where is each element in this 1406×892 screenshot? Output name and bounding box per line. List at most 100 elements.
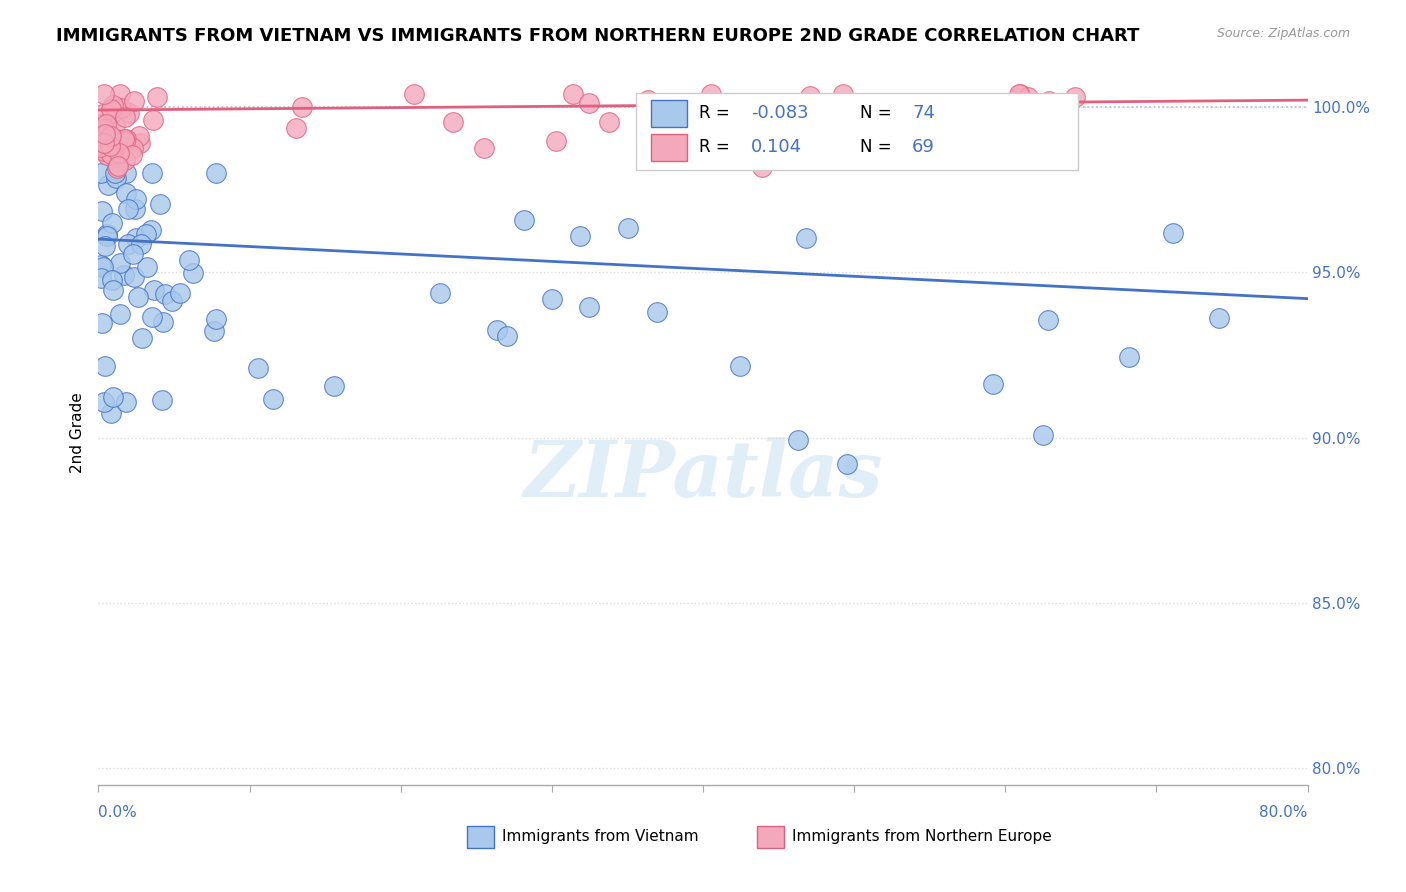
- Point: [114, 166, 136, 180]
- Point: [751, 112, 773, 127]
- Point: [98, 130, 121, 145]
- Point: [91, 316, 114, 330]
- Point: [89, 140, 111, 154]
- Point: [837, 457, 859, 471]
- Point: [562, 87, 585, 101]
- Point: [96, 228, 118, 243]
- Point: [578, 95, 600, 110]
- Bar: [758, 826, 785, 848]
- Point: [142, 113, 165, 128]
- Point: [118, 105, 141, 120]
- Point: [787, 433, 810, 447]
- Text: N =: N =: [860, 104, 897, 122]
- Point: [124, 192, 146, 206]
- Point: [284, 121, 307, 136]
- Point: [1063, 90, 1085, 104]
- Text: 0.104: 0.104: [751, 138, 803, 156]
- Point: [91, 260, 114, 274]
- Point: [103, 98, 125, 112]
- Point: [90, 270, 112, 285]
- Text: Source: ZipAtlas.com: Source: ZipAtlas.com: [1216, 27, 1350, 40]
- Point: [1161, 226, 1184, 240]
- Point: [794, 231, 817, 245]
- Point: [751, 160, 773, 174]
- Point: [700, 87, 723, 101]
- Text: R =: R =: [699, 138, 741, 156]
- Point: [100, 102, 122, 116]
- Text: IMMIGRANTS FROM VIETNAM VS IMMIGRANTS FROM NORTHERN EUROPE 2ND GRADE CORRELATION: IMMIGRANTS FROM VIETNAM VS IMMIGRANTS FR…: [56, 27, 1140, 45]
- Point: [107, 159, 129, 173]
- Point: [402, 87, 425, 101]
- Point: [472, 141, 495, 155]
- Point: [824, 136, 846, 150]
- Point: [160, 293, 183, 308]
- Point: [141, 310, 163, 325]
- Point: [135, 260, 157, 275]
- Point: [114, 268, 136, 282]
- Point: [150, 392, 173, 407]
- Text: 69: 69: [912, 138, 935, 156]
- Point: [128, 128, 150, 143]
- Point: [322, 379, 344, 393]
- Point: [112, 132, 135, 146]
- Point: [181, 266, 204, 280]
- Point: [569, 229, 592, 244]
- Point: [93, 145, 115, 159]
- Point: [1008, 87, 1031, 101]
- Point: [100, 273, 122, 287]
- Point: [141, 166, 163, 180]
- Bar: [467, 826, 494, 848]
- Point: [131, 331, 153, 345]
- Point: [94, 359, 117, 374]
- Text: Immigrants from Vietnam: Immigrants from Vietnam: [502, 829, 699, 844]
- Point: [128, 136, 150, 150]
- Point: [177, 253, 200, 268]
- Point: [108, 146, 131, 161]
- Point: [799, 89, 821, 103]
- Point: [291, 100, 314, 114]
- Point: [139, 223, 162, 237]
- Point: [96, 147, 118, 161]
- Point: [90, 258, 112, 272]
- Point: [441, 115, 464, 129]
- Point: [93, 136, 115, 151]
- Point: [792, 99, 814, 113]
- Point: [153, 287, 176, 301]
- Point: [117, 237, 139, 252]
- Point: [876, 112, 898, 127]
- Point: [103, 118, 125, 132]
- Point: [117, 202, 139, 216]
- Point: [855, 111, 877, 125]
- Point: [91, 120, 114, 135]
- Point: [617, 220, 640, 235]
- Point: [262, 392, 284, 406]
- Point: [1017, 89, 1039, 103]
- Point: [686, 112, 709, 126]
- Point: [107, 133, 129, 147]
- Point: [96, 227, 118, 241]
- Point: [98, 139, 121, 153]
- Point: [93, 87, 115, 101]
- Point: [205, 166, 228, 180]
- Text: ZIPatlas: ZIPatlas: [523, 437, 883, 513]
- Point: [1038, 94, 1060, 108]
- Point: [832, 87, 855, 101]
- Point: [93, 122, 115, 136]
- Point: [513, 213, 536, 227]
- Point: [122, 141, 145, 155]
- Point: [100, 105, 122, 120]
- Point: [143, 283, 166, 297]
- Text: Immigrants from Northern Europe: Immigrants from Northern Europe: [793, 829, 1052, 844]
- Point: [90, 116, 112, 130]
- Point: [89, 129, 111, 144]
- Point: [90, 204, 112, 219]
- FancyBboxPatch shape: [637, 93, 1078, 170]
- Point: [121, 148, 143, 162]
- Point: [97, 178, 120, 192]
- Point: [780, 118, 803, 132]
- Point: [94, 239, 117, 253]
- Point: [541, 292, 564, 306]
- Point: [578, 301, 600, 315]
- Point: [110, 101, 132, 115]
- Point: [981, 376, 1004, 391]
